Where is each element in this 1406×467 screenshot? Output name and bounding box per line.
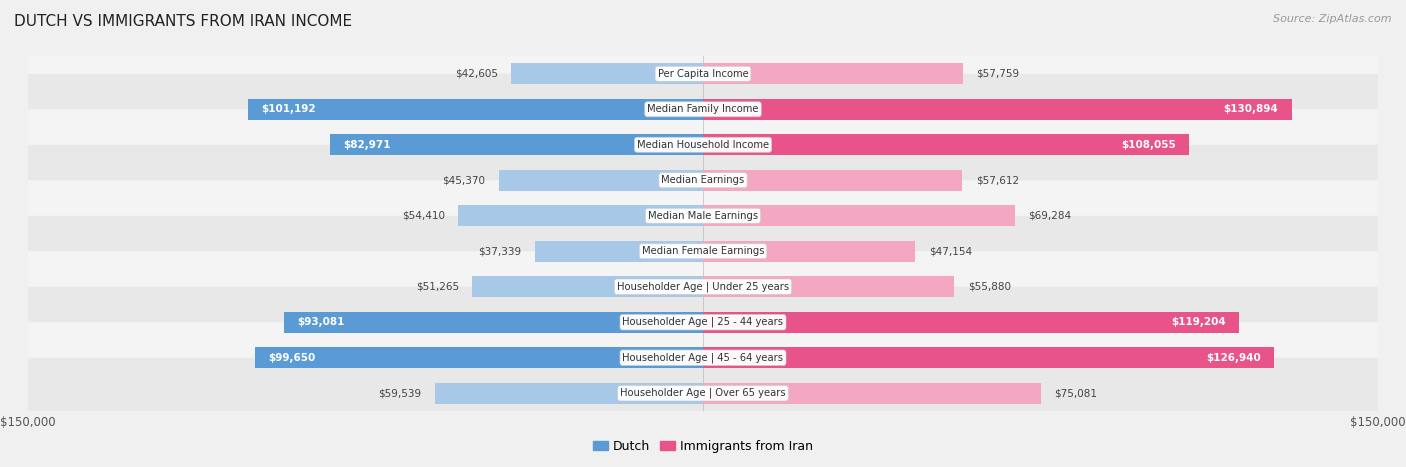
Text: Median Household Income: Median Household Income xyxy=(637,140,769,150)
Text: $69,284: $69,284 xyxy=(1028,211,1071,221)
Text: Median Earnings: Median Earnings xyxy=(661,175,745,185)
FancyBboxPatch shape xyxy=(28,38,1378,109)
Text: Householder Age | 25 - 44 years: Householder Age | 25 - 44 years xyxy=(623,317,783,327)
Legend: Dutch, Immigrants from Iran: Dutch, Immigrants from Iran xyxy=(588,435,818,458)
Bar xyxy=(434,383,703,403)
Bar xyxy=(703,312,1239,333)
FancyBboxPatch shape xyxy=(28,180,1378,251)
Text: $101,192: $101,192 xyxy=(262,104,316,114)
Text: $47,154: $47,154 xyxy=(928,246,972,256)
Text: $55,880: $55,880 xyxy=(967,282,1011,292)
Text: Householder Age | Under 25 years: Householder Age | Under 25 years xyxy=(617,282,789,292)
Bar xyxy=(458,205,703,226)
Text: $51,265: $51,265 xyxy=(416,282,458,292)
FancyBboxPatch shape xyxy=(28,358,1378,429)
Text: Source: ZipAtlas.com: Source: ZipAtlas.com xyxy=(1274,14,1392,24)
Bar xyxy=(703,241,915,262)
Bar xyxy=(284,312,703,333)
Bar xyxy=(703,276,955,297)
Text: $45,370: $45,370 xyxy=(443,175,485,185)
FancyBboxPatch shape xyxy=(28,322,1378,393)
FancyBboxPatch shape xyxy=(28,251,1378,322)
Text: DUTCH VS IMMIGRANTS FROM IRAN INCOME: DUTCH VS IMMIGRANTS FROM IRAN INCOME xyxy=(14,14,352,29)
Text: $54,410: $54,410 xyxy=(402,211,444,221)
Text: Householder Age | 45 - 64 years: Householder Age | 45 - 64 years xyxy=(623,353,783,363)
FancyBboxPatch shape xyxy=(28,109,1378,180)
FancyBboxPatch shape xyxy=(28,74,1378,145)
Text: $93,081: $93,081 xyxy=(298,317,344,327)
Text: $59,539: $59,539 xyxy=(378,388,422,398)
Bar xyxy=(472,276,703,297)
Bar xyxy=(247,99,703,120)
Text: $82,971: $82,971 xyxy=(343,140,391,150)
Text: $119,204: $119,204 xyxy=(1171,317,1226,327)
Bar xyxy=(703,347,1274,368)
Text: Median Female Earnings: Median Female Earnings xyxy=(641,246,765,256)
Bar xyxy=(703,99,1292,120)
Text: Per Capita Income: Per Capita Income xyxy=(658,69,748,79)
Bar xyxy=(703,64,963,84)
Text: Householder Age | Over 65 years: Householder Age | Over 65 years xyxy=(620,388,786,398)
Text: $75,081: $75,081 xyxy=(1054,388,1097,398)
Text: $57,759: $57,759 xyxy=(976,69,1019,79)
Text: Median Male Earnings: Median Male Earnings xyxy=(648,211,758,221)
Bar xyxy=(329,134,703,155)
Text: Median Family Income: Median Family Income xyxy=(647,104,759,114)
Bar xyxy=(703,134,1189,155)
Bar xyxy=(703,205,1015,226)
Text: $130,894: $130,894 xyxy=(1223,104,1278,114)
Text: $108,055: $108,055 xyxy=(1121,140,1175,150)
Bar xyxy=(512,64,703,84)
Text: $42,605: $42,605 xyxy=(454,69,498,79)
Bar xyxy=(703,170,962,191)
Text: $126,940: $126,940 xyxy=(1206,353,1261,363)
FancyBboxPatch shape xyxy=(28,287,1378,358)
Bar xyxy=(499,170,703,191)
Text: $99,650: $99,650 xyxy=(269,353,315,363)
FancyBboxPatch shape xyxy=(28,216,1378,287)
Text: $37,339: $37,339 xyxy=(478,246,522,256)
Bar xyxy=(703,383,1040,403)
Text: $57,612: $57,612 xyxy=(976,175,1019,185)
Bar xyxy=(536,241,703,262)
Bar xyxy=(254,347,703,368)
FancyBboxPatch shape xyxy=(28,145,1378,216)
